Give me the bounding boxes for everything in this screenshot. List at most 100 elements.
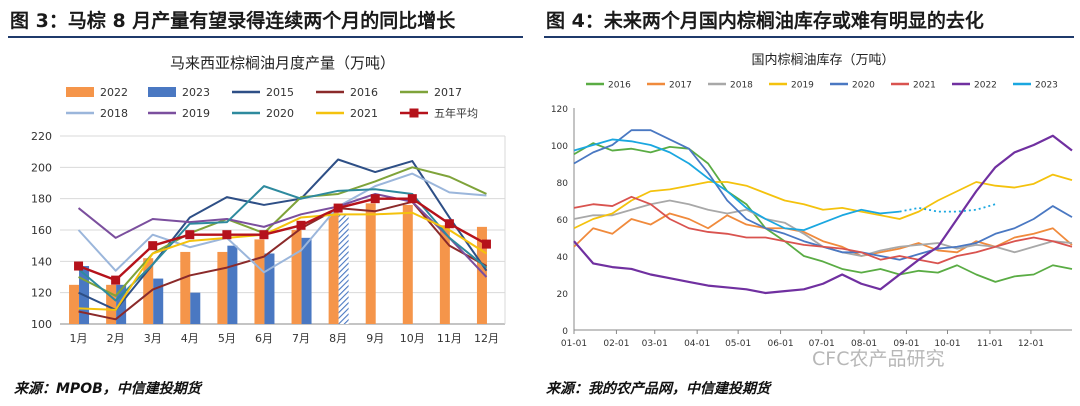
bar-2022	[439, 225, 450, 324]
legend-label-2018: 2018	[100, 107, 128, 120]
bar-2023	[227, 245, 238, 324]
legend-label-2021: 2021	[350, 107, 378, 120]
bar-2022	[476, 226, 487, 324]
line-2019	[77, 192, 488, 278]
y-tick-label: 0	[562, 327, 568, 337]
bar-2023	[153, 278, 164, 324]
x-tick-label: 12月	[474, 332, 499, 345]
legend-label-2016: 2016	[608, 81, 631, 91]
x-tick-label: 5月	[218, 332, 236, 345]
bar-2023	[301, 237, 312, 324]
x-tick-label: 11-01	[977, 339, 1003, 349]
legend-label-2020: 2020	[852, 81, 875, 91]
marker-五年平均	[296, 220, 306, 230]
legend-label-2022: 2022	[974, 81, 997, 91]
figure-4: 图 4：未来两个月国内棕榈油库存或难有明显的去化 国内棕榈油库存（万吨） 0 20 4…	[540, 0, 1080, 406]
y-tick-label: 60	[557, 216, 569, 226]
legend-label-2017: 2017	[434, 86, 462, 99]
bar-2022	[180, 251, 191, 324]
marker-五年平均	[444, 219, 454, 229]
production-chart: 马来西亚棕榈油月度产量（万吨） 100 120 140 160 180 200 220 1月 2月…	[31, 54, 506, 345]
x-tick-label: 6月	[255, 332, 273, 345]
bar-2022	[328, 211, 339, 324]
series-line-2017	[573, 212, 1073, 257]
marker-五年平均	[333, 203, 343, 213]
marker-五年平均	[481, 239, 491, 249]
line-2017	[78, 166, 487, 297]
legend-marker-五年平均	[409, 108, 419, 118]
x-tick-label: 4月	[181, 332, 199, 345]
series-line-2021	[573, 195, 1073, 265]
legend-label-2019: 2019	[791, 81, 814, 91]
x-tick-label: 10-01	[934, 339, 960, 349]
legend-label-2015: 2015	[266, 86, 294, 99]
marker-五年平均	[259, 230, 269, 240]
line-2020	[77, 185, 488, 302]
bar-2023	[190, 292, 201, 324]
x-tick-label: 12-01	[1018, 339, 1044, 349]
marker-五年平均	[74, 261, 84, 271]
marker-五年平均	[111, 275, 121, 285]
x-tick-label: 8月	[329, 332, 347, 345]
series-line-2022	[573, 134, 1073, 295]
figure-4-source: 来源：我的农产品网，中信建投期货	[546, 381, 770, 397]
bar-2022	[106, 284, 117, 324]
legend-label-2018: 2018	[730, 81, 753, 91]
x-tick-label: 02-01	[603, 339, 629, 349]
y-tick-label: 120	[31, 287, 52, 300]
figure-4-rule	[544, 36, 1074, 38]
legend-label-2021: 2021	[913, 81, 936, 91]
y-tick-label: 140	[31, 255, 52, 268]
bar-2023	[338, 214, 349, 324]
x-tick-label: 05-01	[725, 339, 751, 349]
x-tick-label: 3月	[144, 332, 162, 345]
bar-2022	[143, 258, 154, 324]
bar-2023	[264, 253, 275, 324]
x-tick-label: 7月	[292, 332, 310, 345]
x-tick-label: 10月	[400, 332, 425, 345]
line-2015	[78, 158, 488, 311]
figure-3: 图 3：马棕 8 月产量有望录得连续两个月的同比增长 马来西亚棕榈油月度产量（万…	[0, 0, 530, 406]
line-2018	[77, 172, 487, 274]
bar-2022	[365, 203, 376, 324]
y-tick-label: 220	[31, 130, 52, 143]
legend-label-2022: 2022	[100, 86, 128, 99]
y-tick-label: 120	[551, 105, 568, 115]
legend-label-2019: 2019	[182, 107, 210, 120]
x-tick-label: 06-01	[767, 339, 793, 349]
legend-label-2023: 2023	[182, 86, 210, 99]
x-tick-label: 01-01	[561, 339, 587, 349]
chart-title: 马来西亚棕榈油月度产量（万吨）	[170, 54, 395, 72]
line-五年平均	[78, 197, 488, 282]
y-tick-label: 40	[557, 253, 569, 263]
x-tick-label: 9月	[366, 332, 384, 345]
y-tick-label: 200	[31, 161, 52, 174]
line-2021	[78, 211, 487, 311]
y-tick-label: 180	[31, 193, 52, 206]
watermark-text: CFC农产品研究	[812, 348, 945, 370]
bar-2022	[402, 204, 413, 324]
marker-五年平均	[407, 194, 417, 204]
bar-2022	[254, 239, 265, 324]
legend-label-2020: 2020	[266, 107, 294, 120]
x-tick-label: 1月	[70, 332, 88, 345]
legend-label-2023: 2023	[1035, 81, 1058, 91]
y-tick-label: 100	[551, 142, 568, 152]
x-tick-label: 11月	[437, 332, 462, 345]
x-tick-label: 04-01	[684, 339, 710, 349]
figure-4-title: 图 4：未来两个月国内棕榈油库存或难有明显的去化	[546, 10, 984, 32]
y-tick-label: 100	[31, 318, 52, 331]
x-tick-label: 07-01	[809, 339, 835, 349]
legend-label-2016: 2016	[350, 86, 378, 99]
x-tick-label: 2月	[107, 332, 125, 345]
legend-swatch-2023	[148, 87, 176, 97]
marker-五年平均	[185, 230, 195, 240]
y-tick-label: 20	[557, 290, 569, 300]
figure-3-rule	[8, 36, 523, 38]
bar-2022	[217, 251, 228, 324]
bar-2022	[69, 284, 80, 324]
inventory-chart: 国内棕榈油库存（万吨） 0 20 40 60 80 100 120 01-01 02-01 03-0…	[551, 52, 1073, 349]
legend-label-2017: 2017	[669, 81, 692, 91]
series-line-2019	[573, 173, 1073, 230]
marker-五年平均	[148, 241, 158, 251]
